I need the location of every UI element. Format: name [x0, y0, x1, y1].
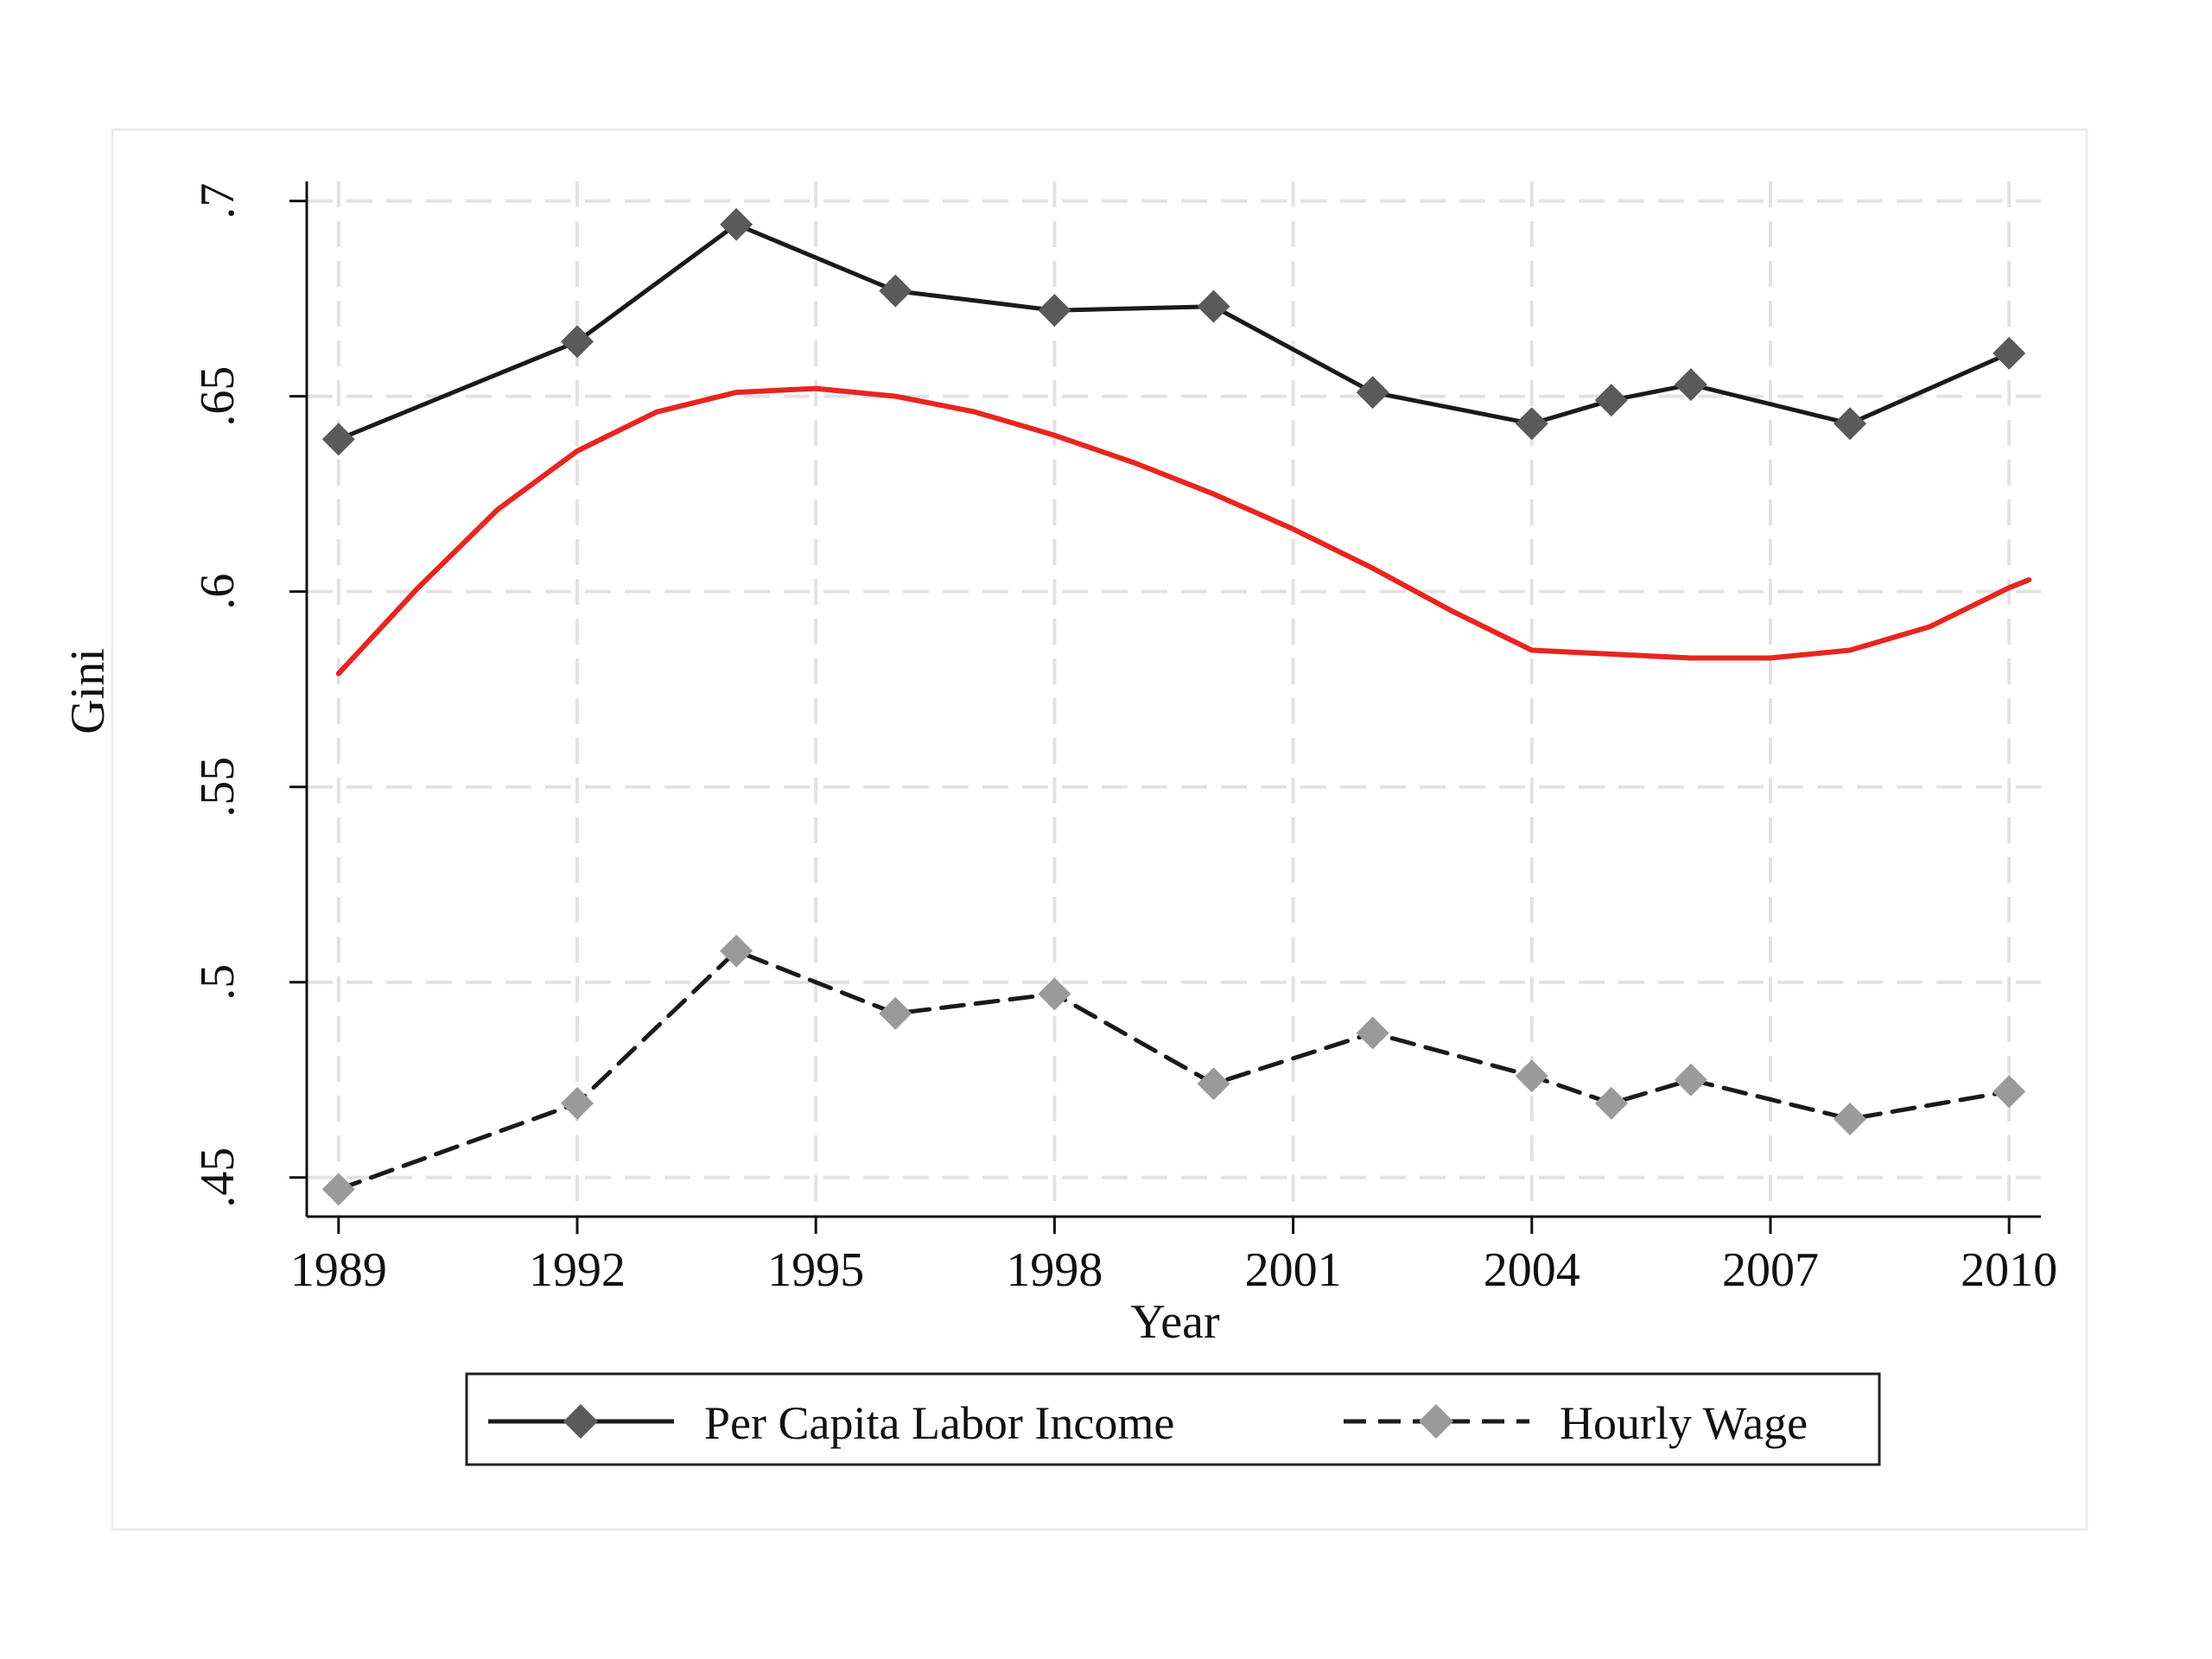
x-tick-label-4: 2001 — [1245, 1243, 1342, 1297]
y-tick-label-4: .65 — [191, 366, 245, 427]
tick-labels: .45 .5 .55 .6 .65 .7 1989 1992 1995 1998 2001 2004 2… — [191, 183, 2057, 1297]
point-hourly-wage-2000 — [1197, 1067, 1230, 1101]
y-tick-label-1: .5 — [191, 964, 245, 1001]
grid — [307, 181, 2041, 1217]
point-per-capita-labor-income-2006 — [1674, 368, 1707, 402]
y-tick-label-3: .6 — [191, 574, 245, 610]
point-per-capita-labor-income-2008 — [1834, 407, 1867, 441]
y-axis-title: Gini — [61, 648, 115, 734]
x-tick-label-0: 1989 — [290, 1243, 387, 1297]
legend-box — [465, 1372, 1881, 1466]
point-per-capita-labor-income-2000 — [1197, 289, 1230, 323]
point-hourly-wage-2002 — [1356, 1016, 1389, 1050]
y-tick-label-5: .7 — [191, 183, 245, 219]
legend-marker-per-capita-labor-income — [563, 1404, 598, 1439]
point-hourly-wage-1989 — [321, 1173, 355, 1206]
point-per-capita-labor-income-2010 — [1993, 336, 2026, 370]
legend-label-per-capita-labor-income: Per Capita Labor Income — [704, 1397, 1174, 1449]
axes — [289, 181, 2041, 1234]
point-hourly-wage-1994 — [720, 934, 753, 968]
point-hourly-wage-1998 — [1038, 977, 1071, 1011]
point-hourly-wage-1996 — [879, 996, 912, 1030]
x-tick-label-5: 2004 — [1484, 1243, 1580, 1297]
legend-label-hourly-wage: Hourly Wage — [1560, 1397, 1808, 1449]
x-axis-title: Year — [1130, 1295, 1220, 1349]
point-per-capita-labor-income-2002 — [1356, 376, 1389, 410]
x-tick-label-7: 2010 — [1961, 1243, 2057, 1297]
legend-marker-hourly-wage — [1419, 1404, 1453, 1439]
point-hourly-wage-2005 — [1594, 1086, 1628, 1120]
x-tick-label-6: 2007 — [1722, 1243, 1819, 1297]
series-line-hourly-wage — [336, 949, 2012, 1192]
point-hourly-wage-2010 — [1993, 1075, 2026, 1109]
point-per-capita-labor-income-1989 — [321, 423, 355, 456]
point-hourly-wage-2004 — [1515, 1059, 1548, 1093]
series-line-per-capita-labor-income — [336, 222, 2012, 442]
x-tick-label-2: 1995 — [767, 1243, 864, 1297]
point-per-capita-labor-income-2005 — [1594, 384, 1628, 417]
y-tick-label-2: .55 — [191, 757, 245, 817]
point-hourly-wage-2006 — [1674, 1063, 1707, 1096]
point-per-capita-labor-income-1998 — [1038, 294, 1071, 327]
y-tick-label-0: .45 — [191, 1147, 245, 1208]
x-tick-label-1: 1992 — [529, 1243, 626, 1297]
point-hourly-wage-1992 — [561, 1086, 594, 1120]
point-hourly-wage-2008 — [1834, 1102, 1867, 1135]
point-per-capita-labor-income-1992 — [561, 325, 594, 359]
series-line-fitted-curve — [335, 385, 2032, 677]
x-tick-label-3: 1998 — [1006, 1243, 1103, 1297]
legend: Per Capita Labor Income Hourly Wage — [465, 1372, 1881, 1466]
point-per-capita-labor-income-1994 — [720, 207, 753, 241]
series — [321, 207, 2032, 1206]
point-per-capita-labor-income-2004 — [1515, 407, 1548, 441]
point-per-capita-labor-income-1996 — [879, 274, 912, 308]
outer-frame — [111, 128, 2088, 1531]
